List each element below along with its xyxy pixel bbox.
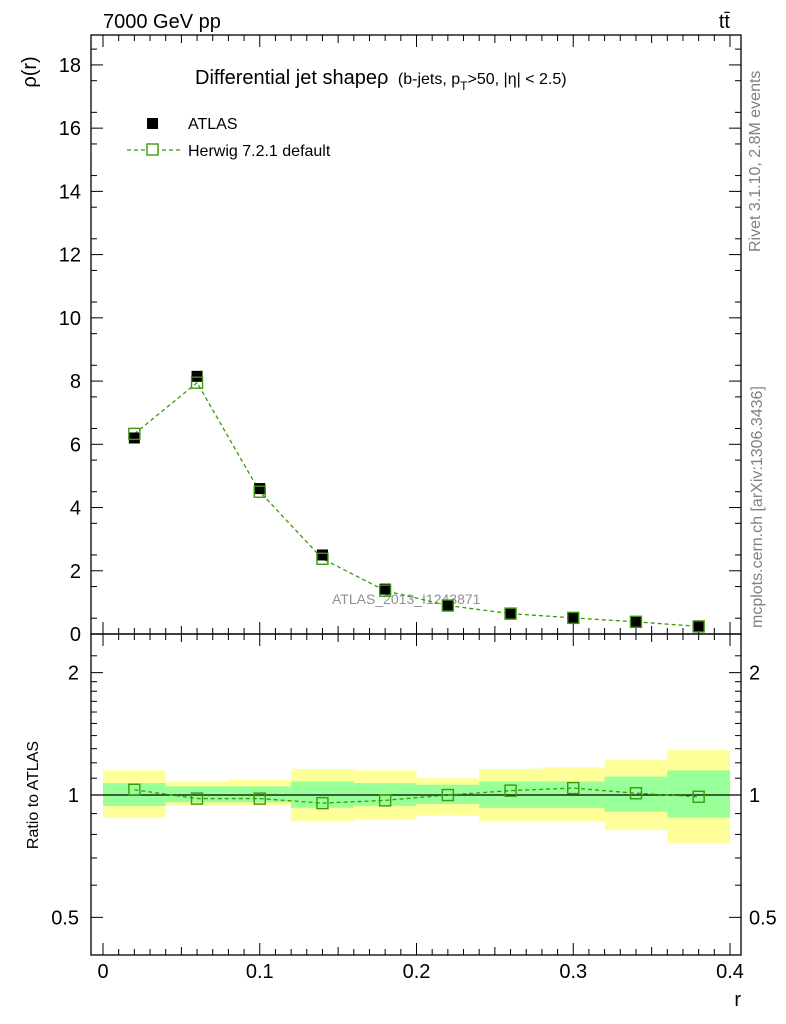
ratio-series-layer (128, 781, 705, 810)
atlas-point (693, 620, 705, 632)
ratio-herwig-point (567, 781, 580, 795)
watermark: ATLAS_2013_I1243871 (332, 591, 481, 607)
main-y-tick-label: 2 (70, 561, 81, 583)
herwig-point (692, 620, 705, 633)
ratio-stat-band (667, 770, 730, 818)
herwig-point (441, 599, 455, 612)
main-y-tick-label: 8 (70, 371, 81, 393)
x-axis-label: r (734, 989, 741, 1011)
main-axis-ticks: 0 2 4 6 8 10 12 14 16 18 (59, 35, 741, 646)
ratio-stat-band (228, 786, 292, 803)
atlas-point (442, 600, 454, 612)
ratio-y-axis-label: Ratio to ATLAS (25, 741, 42, 849)
ratio-herwig-point (441, 788, 455, 802)
atlas-point (630, 616, 642, 628)
ratio-herwig-point (692, 790, 705, 803)
main-y-tick-label: 0 (70, 624, 81, 646)
ratio-frame (90, 633, 742, 956)
herwig-point (190, 376, 204, 389)
main-panel: 0 2 4 6 8 10 12 14 16 18 ρ(r) Differential jet sh… (19, 35, 741, 646)
ratio-stat-band (604, 776, 668, 812)
energy-label: 7000 GeV pp (103, 11, 221, 33)
ratio-y-tick-label-right: 0.5 (749, 907, 777, 929)
herwig-point (504, 607, 517, 620)
herwig-point (567, 611, 580, 625)
atlas-point (379, 583, 391, 595)
ratio-herwig-line (134, 787, 699, 804)
x-tick-label: 0.1 (246, 961, 274, 983)
main-y-tick-label: 14 (59, 181, 81, 203)
ratio-herwig-point (190, 792, 204, 805)
ratio-herwig-point (316, 796, 329, 810)
x-tick-label: 0.3 (559, 961, 587, 983)
ratio-herwig-point (378, 794, 392, 807)
legend-herwig-label: Herwig 7.2.1 default (188, 143, 331, 160)
main-y-tick-label: 4 (70, 498, 81, 520)
atlas-point (316, 549, 328, 561)
herwig-point (253, 485, 266, 498)
atlas-point (254, 483, 266, 495)
legend-atlas-marker (147, 118, 158, 129)
main-y-tick-label: 12 (59, 245, 81, 267)
main-y-axis-label: ρ(r) (19, 56, 41, 87)
chart-title: Differential jet shapeρ (b-jets, pT>50, … (195, 67, 567, 93)
main-series-layer (128, 370, 705, 633)
main-y-tick-label: 16 (59, 118, 81, 140)
process-label: tt̄ (719, 11, 731, 33)
ratio-bands (103, 750, 730, 844)
herwig-line (133, 381, 699, 628)
ratio-axis-ticks: 0.5 0.5 1 1 2 2 0 0.1 0.2 0.3 0.4 (51, 634, 777, 983)
ratio-herwig-point (629, 787, 643, 800)
herwig-point (128, 427, 141, 441)
main-y-tick-label: 10 (59, 308, 81, 330)
herwig-point (629, 615, 643, 629)
ratio-y-tick-label: 1 (68, 785, 79, 807)
x-tick-label: 0.2 (403, 961, 431, 983)
main-y-tick-label: 18 (59, 55, 81, 77)
legend-atlas-label: ATLAS (188, 116, 238, 133)
herwig-point (378, 584, 392, 597)
x-tick-label: 0.4 (716, 961, 744, 983)
ratio-y-tick-label-right: 1 (749, 785, 760, 807)
atlas-point (128, 432, 140, 444)
atlas-point (191, 370, 203, 382)
atlas-point (567, 613, 579, 625)
ratio-y-tick-label: 2 (68, 663, 79, 685)
legend: ATLAS Herwig 7.2.1 default (127, 116, 331, 160)
ratio-panel: 0.5 0.5 1 1 2 2 0 0.1 0.2 0.3 0.4 Ratio to ATLAS r (25, 634, 777, 1011)
atlas-point (505, 608, 517, 620)
ratio-stat-band (165, 786, 229, 803)
chart-subtitle-b: >50, |η| < 2.5) (468, 71, 567, 88)
mcplots-label: mcplots.cern.ch [arXiv:1306.3436] (749, 386, 766, 628)
main-y-tick-label: 6 (70, 434, 81, 456)
chart-subtitle-sub: T (460, 79, 468, 93)
rivet-label: Rivet 3.1.10, 2.8M events (747, 71, 764, 252)
ratio-y-tick-label-right: 2 (749, 663, 760, 685)
ratio-herwig-point (253, 792, 266, 805)
ratio-herwig-point (504, 784, 517, 797)
legend-herwig-marker (146, 143, 159, 156)
herwig-point (316, 552, 329, 565)
chart-subtitle-a: (b-jets, p (398, 71, 460, 88)
ratio-y-tick-label: 0.5 (51, 907, 79, 929)
x-tick-label: 0 (97, 961, 108, 983)
ratio-herwig-point (128, 783, 141, 796)
chart-title-main: Differential jet shapeρ (195, 67, 388, 89)
